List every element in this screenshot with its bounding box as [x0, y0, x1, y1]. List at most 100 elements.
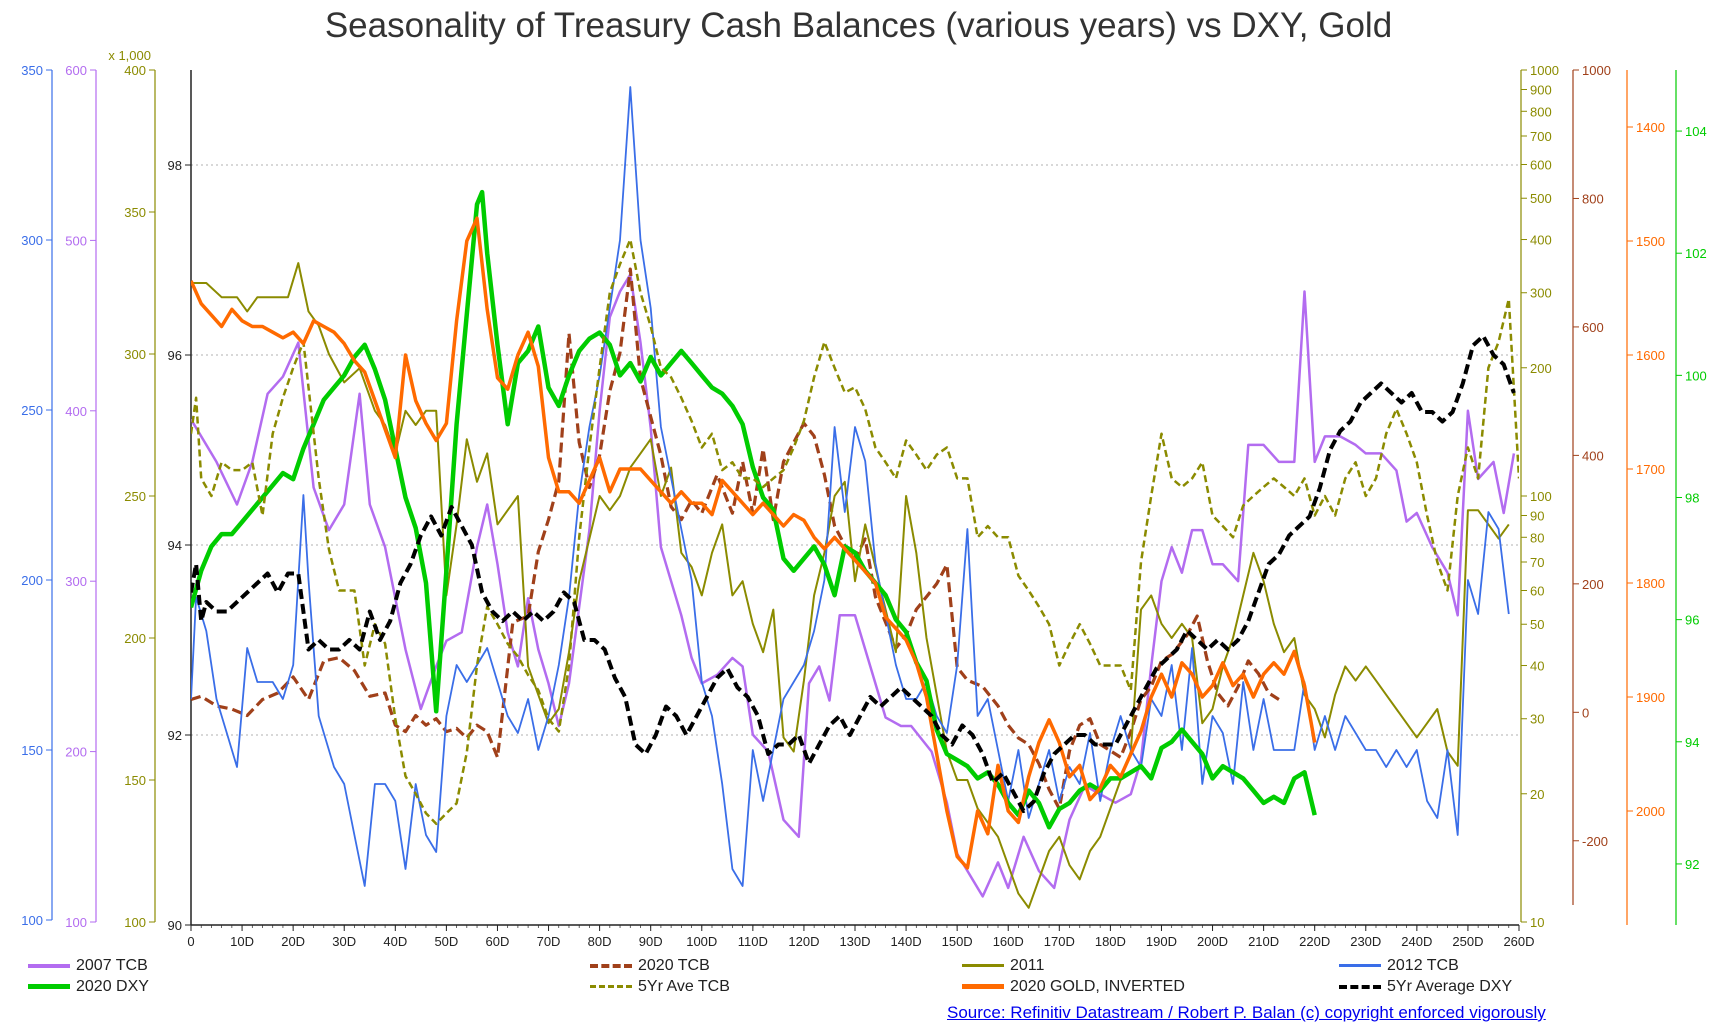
- x-tick-label: 110D: [738, 934, 768, 949]
- y-tick-label: 300: [65, 574, 87, 589]
- series-line-2011: [191, 262, 1510, 909]
- y-tick-label: 150: [124, 773, 146, 788]
- y-tick-label: 400: [65, 404, 87, 419]
- x-tick-label: 70D: [537, 934, 561, 949]
- y-tick-label: 300: [124, 347, 146, 362]
- y-tick-label: 100: [1685, 368, 1707, 383]
- axis-multiplier-label: x 1,000: [108, 48, 151, 63]
- y-tick-label: 100: [1530, 489, 1552, 504]
- x-tick-label: 230D: [1350, 934, 1381, 949]
- y-tick-label: 20: [1530, 787, 1544, 802]
- y-tick-label: 60: [1530, 584, 1544, 599]
- x-tick-label: 10D: [230, 934, 254, 949]
- x-tick-label: 180D: [1095, 934, 1126, 949]
- y-tick-label: 500: [65, 233, 87, 248]
- legend-label: 2020 GOLD, INVERTED: [1010, 978, 1185, 995]
- legend-label: 2020 DXY: [76, 978, 149, 995]
- y-tick-label: 2000: [1636, 804, 1665, 819]
- x-tick-label: 210D: [1248, 934, 1279, 949]
- series-line-2020-gold-inverted: [191, 216, 1317, 870]
- y-tick-label: 150: [21, 743, 43, 758]
- x-tick-label: 140D: [891, 934, 922, 949]
- y-tick-label: 200: [65, 745, 87, 760]
- x-tick-label: 40D: [383, 934, 407, 949]
- y-tick-label: 350: [124, 205, 146, 220]
- legend-item-5yr-average-dxy: 5Yr Average DXY: [1339, 978, 1512, 996]
- y-tick-label: 98: [168, 158, 182, 173]
- y-tick-label: 1000: [1582, 63, 1611, 78]
- y-tick-label: 1600: [1636, 348, 1665, 363]
- x-tick-label: 30D: [332, 934, 356, 949]
- y-tick-label: 104: [1685, 124, 1707, 139]
- y-tick-label: 100: [124, 915, 146, 930]
- y-tick-label: 300: [21, 233, 43, 248]
- x-tick-label: 120D: [788, 934, 819, 949]
- source-link[interactable]: Source: Refinitiv Datastream / Robert P.…: [947, 1003, 1546, 1022]
- y-tick-label: 250: [21, 403, 43, 418]
- y-tick-label: 92: [1685, 857, 1699, 872]
- x-tick-label: 170D: [1044, 934, 1075, 949]
- y-tick-label: 1400: [1636, 120, 1665, 135]
- series-line-2012-tcb: [191, 86, 1510, 887]
- y-tick-label: 300: [1530, 286, 1552, 301]
- legend-label: 2012 TCB: [1387, 957, 1459, 974]
- legend-item-2012-tcb: 2012 TCB: [1339, 957, 1459, 975]
- series-line-2020-tcb: [191, 267, 1280, 811]
- y-tick-label: 96: [168, 348, 182, 363]
- y-tick-label: 350: [21, 63, 43, 78]
- y-tick-label: 800: [1582, 191, 1604, 206]
- y-tick-label: 90: [168, 918, 182, 933]
- chart-title: Seasonality of Treasury Cash Balances (v…: [324, 6, 1393, 45]
- y-tick-label: 900: [1530, 82, 1552, 97]
- x-tick-label: 160D: [993, 934, 1024, 949]
- y-tick-label: 94: [168, 538, 182, 553]
- y-tick-label: 102: [1685, 246, 1707, 261]
- y-tick-label: 1500: [1636, 234, 1665, 249]
- y-tick-label: 94: [1685, 735, 1699, 750]
- y-tick-label: 98: [1685, 491, 1699, 506]
- legend-item-2020-dxy: 2020 DXY: [28, 978, 149, 996]
- y-tick-label: 92: [168, 728, 182, 743]
- y-tick-label: 500: [1530, 191, 1552, 206]
- series-line-5yr-average-dxy: [191, 334, 1516, 813]
- y-tick-label: 1800: [1636, 576, 1665, 591]
- y-tick-label: 10: [1530, 915, 1544, 930]
- y-tick-label: 400: [1530, 233, 1552, 248]
- y-tick-label: 700: [1530, 129, 1552, 144]
- y-tick-label: 70: [1530, 555, 1544, 570]
- legend-label: 2011: [1010, 957, 1045, 974]
- y-tick-label: 40: [1530, 659, 1544, 674]
- y-tick-label: 100: [65, 915, 87, 930]
- x-tick-label: 80D: [588, 934, 612, 949]
- y-tick-label: 600: [65, 63, 87, 78]
- legend-item-2020-gold-inverted: 2020 GOLD, INVERTED: [962, 978, 1185, 996]
- y-tick-label: 90: [1530, 508, 1544, 523]
- x-tick-label: 190D: [1146, 934, 1177, 949]
- x-tick-label: 100D: [686, 934, 717, 949]
- series-line-5yr-ave-tcb: [191, 238, 1519, 826]
- y-tick-label: 600: [1582, 320, 1604, 335]
- y-tick-label: 1700: [1636, 462, 1665, 477]
- x-tick-label: 90D: [639, 934, 663, 949]
- y-tick-label: 1900: [1636, 690, 1665, 705]
- legend-label: 2007 TCB: [76, 957, 148, 974]
- y-tick-label: 250: [124, 489, 146, 504]
- y-tick-label: 30: [1530, 712, 1544, 727]
- y-tick-label: 800: [1530, 104, 1552, 119]
- x-tick-label: 130D: [839, 934, 870, 949]
- y-tick-label: 1000: [1530, 63, 1559, 78]
- y-tick-label: 0: [1582, 705, 1589, 720]
- y-tick-label: 200: [1530, 361, 1552, 376]
- y-tick-label: 600: [1530, 158, 1552, 173]
- x-tick-label: 0: [187, 934, 194, 949]
- y-tick-label: 96: [1685, 613, 1699, 628]
- legend-item-5yr-ave-tcb: 5Yr Ave TCB: [590, 978, 730, 996]
- y-tick-label: 200: [124, 631, 146, 646]
- x-tick-label: 240D: [1401, 934, 1432, 949]
- series-line-2007-tcb: [191, 273, 1516, 898]
- legend-label: 2020 TCB: [638, 957, 710, 974]
- series-line-2020-dxy: [191, 189, 1317, 830]
- x-tick-label: 200D: [1197, 934, 1228, 949]
- y-tick-label: 100: [21, 913, 43, 928]
